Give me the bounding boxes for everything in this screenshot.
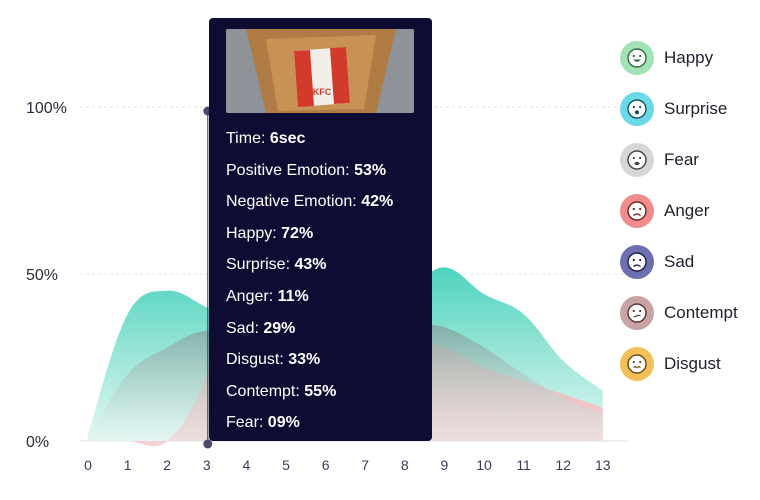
tooltip-row-label: Fear:: [226, 414, 268, 432]
legend: Happy Surprise Fear Anger Sad Contempt Disgust: [620, 32, 738, 389]
tooltip-row: Positive Emotion: 53%: [226, 155, 415, 187]
tooltip-row-label: Happy:: [226, 224, 282, 242]
tooltip-row-value: 09%: [267, 414, 300, 432]
legend-item-fear[interactable]: Fear: [620, 134, 738, 185]
legend-item-contempt[interactable]: Contempt: [620, 287, 738, 338]
legend-label: Contempt: [664, 302, 738, 322]
x-tick-label: 0: [84, 457, 92, 473]
surprise-face-icon: [620, 91, 654, 126]
tooltip-row-value: 53%: [354, 161, 387, 179]
x-tick-label: 7: [361, 457, 369, 473]
cursor-handle[interactable]: [203, 439, 213, 449]
tooltip-row-value: 43%: [294, 256, 327, 274]
happy-face-icon: [620, 40, 654, 75]
legend-label: Fear: [664, 149, 699, 169]
thumbnail-image: KFC: [226, 29, 414, 113]
x-tick-label: 2: [163, 457, 171, 473]
legend-label: Disgust: [664, 353, 721, 373]
x-tick-label: 8: [401, 457, 409, 473]
tooltip-row-value: 6sec: [269, 130, 306, 147]
tooltip-row: Anger: 11%: [226, 281, 415, 313]
tooltip-row-label: Sad:: [226, 319, 264, 337]
disgust-face-icon: [620, 346, 654, 381]
tooltip-row: Time: 6sec: [226, 123, 415, 155]
video-thumbnail: KFC: [226, 29, 414, 113]
x-tick-label: 13: [595, 457, 611, 473]
contempt-face-icon: [620, 295, 654, 330]
y-axis-labels: 0% 50% 100%: [26, 100, 67, 451]
legend-item-anger[interactable]: Anger: [620, 185, 738, 236]
x-tick-label: 5: [282, 457, 290, 473]
legend-item-disgust[interactable]: Disgust: [620, 338, 738, 389]
legend-label: Surprise: [664, 98, 728, 118]
y-tick-label: 50%: [26, 267, 58, 284]
tooltip-row-value: 29%: [263, 319, 296, 337]
y-tick-label: 100%: [26, 100, 67, 117]
tooltip-row-value: 33%: [288, 351, 321, 369]
tooltip-row: Disgust: 33%: [226, 344, 415, 376]
tooltip-row: Contempt: 55%: [226, 376, 415, 408]
legend-item-surprise[interactable]: Surprise: [620, 83, 738, 134]
tooltip-row-value: 11%: [277, 287, 309, 305]
tooltip-row-value: 55%: [304, 382, 337, 400]
tooltip-row: Sad: 29%: [226, 313, 415, 345]
x-tick-label: 12: [555, 457, 571, 473]
tooltip-row-label: Positive Emotion:: [226, 161, 355, 179]
tooltip-rows: Time: 6sec Positive Emotion: 53% Negative …: [226, 123, 415, 439]
tooltip-row: Negative Emotion: 42%: [226, 186, 415, 218]
tooltip-row-label: Disgust:: [226, 351, 289, 369]
anger-face-icon: [620, 193, 654, 228]
tooltip-row-value: 42%: [361, 193, 394, 211]
tooltip-row-label: Negative Emotion:: [226, 193, 362, 211]
tooltip-row: Fear: 09%: [226, 407, 415, 439]
legend-label: Anger: [664, 200, 710, 220]
tooltip-row: Happy: 72%: [226, 218, 415, 250]
thumbnail-logo-text: KFC: [313, 87, 332, 97]
fear-face-icon: [620, 142, 654, 177]
legend-item-sad[interactable]: Sad: [620, 236, 738, 287]
legend-label: Sad: [664, 251, 695, 271]
x-tick-label: 4: [243, 457, 251, 473]
y-tick-label: 0%: [26, 434, 49, 451]
tooltip-row-label: Surprise:: [226, 256, 295, 274]
x-tick-label: 1: [124, 457, 132, 473]
tooltip-row-label: Contempt:: [226, 382, 305, 400]
x-tick-label: 10: [476, 457, 492, 473]
x-tick-label: 9: [441, 457, 449, 473]
data-tooltip: KFC Time: 6sec Positive Emotion: 53% Negat…: [209, 18, 432, 441]
tooltip-row-label: Anger:: [226, 287, 278, 305]
tooltip-row-label: Time:: [226, 130, 270, 147]
x-axis-labels: 0 1 2 3 4 5 6 7 8 9 10 11 12 13: [84, 457, 611, 473]
tooltip-row-value: 72%: [281, 224, 314, 242]
legend-label: Happy: [664, 47, 714, 67]
x-tick-label: 6: [322, 457, 330, 473]
x-tick-label: 11: [516, 457, 531, 473]
tooltip-row: Surprise: 43%: [226, 249, 415, 281]
sad-face-icon: [620, 244, 654, 279]
legend-item-happy[interactable]: Happy: [620, 32, 738, 83]
x-tick-label: 3: [203, 457, 211, 473]
